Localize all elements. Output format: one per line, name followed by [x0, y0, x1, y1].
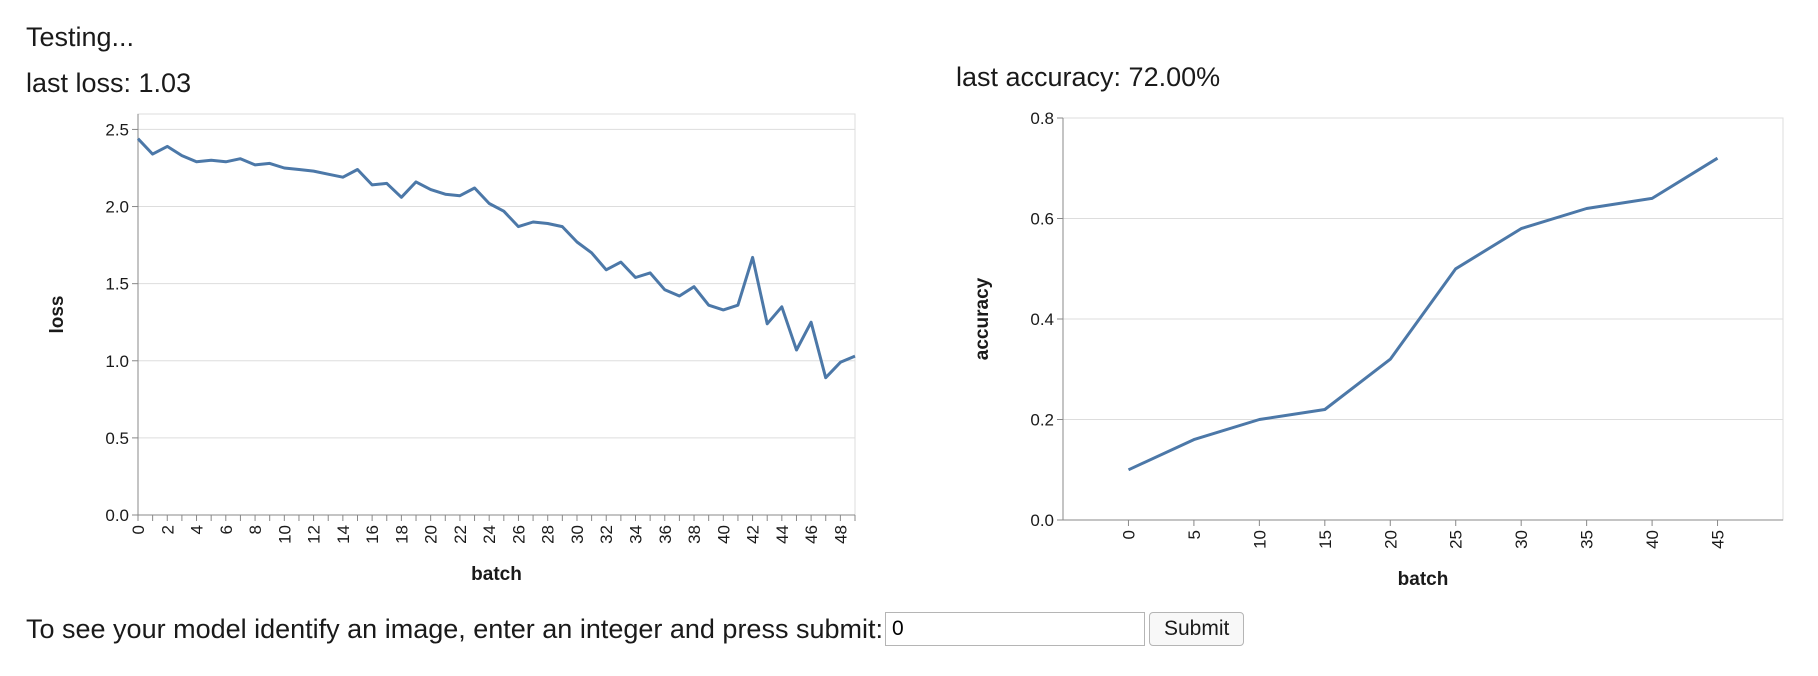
loss-x-tick-label: 28 [539, 525, 558, 544]
loss-x-tick-label: 40 [714, 525, 733, 544]
predict-form: To see your model identify an image, ent… [26, 612, 1245, 646]
accuracy-y-tick-label: 0.8 [1030, 109, 1054, 128]
image-index-input[interactable] [884, 612, 1145, 646]
loss-x-tick-label: 24 [480, 525, 499, 544]
loss-x-tick-label: 38 [685, 525, 704, 544]
loss-y-tick-label: 0.5 [105, 429, 129, 448]
loss-x-tick-label: 30 [568, 525, 587, 544]
loss-x-tick-label: 44 [773, 525, 792, 544]
accuracy-y-tick-label: 0.2 [1030, 411, 1054, 430]
loss-x-axis-title: batch [471, 564, 522, 585]
accuracy-x-tick-label: 25 [1447, 530, 1466, 549]
accuracy-x-tick-label: 30 [1512, 530, 1531, 549]
accuracy-x-tick-label: 45 [1709, 530, 1728, 549]
accuracy-x-tick-label: 15 [1316, 530, 1335, 549]
loss-x-tick-label: 34 [627, 525, 646, 544]
loss-x-tick-label: 46 [802, 525, 821, 544]
accuracy-x-axis-title: batch [1398, 569, 1449, 590]
loss-x-tick-label: 2 [158, 525, 177, 534]
loss-x-tick-label: 26 [509, 525, 528, 544]
loss-x-tick-label: 6 [217, 525, 236, 534]
loss-x-tick-label: 36 [656, 525, 675, 544]
loss-x-tick-label: 4 [188, 525, 207, 534]
accuracy-x-tick-label: 10 [1250, 530, 1269, 549]
loss-chart: 0.00.51.01.52.02.50 2 4 6 8 10 12 14 16 18 20 22 24 2… [47, 113, 856, 585]
loss-y-tick-label: 1.5 [105, 275, 129, 294]
status-text: Testing... [26, 22, 135, 52]
loss-x-tick-label: 18 [392, 525, 411, 544]
accuracy-y-tick-label: 0.4 [1030, 310, 1054, 329]
loss-x-tick-label: 22 [451, 525, 470, 544]
accuracy-y-tick-label: 0.0 [1030, 511, 1054, 530]
loss-x-tick-label: 10 [275, 525, 294, 544]
predict-prompt: To see your model identify an image, ent… [26, 613, 883, 644]
loss-x-tick-label: 12 [305, 525, 324, 544]
loss-y-tick-label: 2.0 [105, 198, 129, 217]
accuracy-y-axis-title: accuracy [972, 277, 993, 360]
loss-x-tick-label: 42 [744, 525, 763, 544]
accuracy-x-tick-label: 0 [1119, 530, 1138, 539]
accuracy-x-tick-label: 35 [1578, 530, 1597, 549]
accuracy-chart: 0.0 0.2 0.4 0.6 0.8 0 5 10 15 20 25 30 35 40 45 batch ac… [972, 109, 1784, 590]
loss-x-tick-label: 48 [831, 525, 850, 544]
loss-y-tick-label: 1.0 [105, 352, 129, 371]
loss-series-line [136, 137, 856, 380]
accuracy-x-tick-label: 5 [1185, 530, 1204, 539]
loss-y-tick-label: 0.0 [105, 506, 129, 525]
loss-x-tick-label: 20 [422, 525, 441, 544]
loss-x-tick-label: 0 [129, 525, 148, 534]
loss-y-axis-title: loss [47, 295, 68, 333]
loss-x-tick-label: 32 [597, 525, 616, 544]
last-loss-readout: last loss: 1.03 [26, 68, 192, 98]
loss-y-tick-label: 2.5 [105, 120, 129, 139]
loss-x-tick-label: 16 [363, 525, 382, 544]
last-accuracy-readout: last accuracy: 72.00% [956, 62, 1221, 92]
accuracy-x-tick-label: 20 [1381, 530, 1400, 549]
accuracy-series-line [1127, 156, 1719, 472]
accuracy-x-tick-label: 40 [1643, 530, 1662, 549]
accuracy-y-tick-label: 0.6 [1030, 210, 1054, 229]
loss-x-tick-label: 14 [334, 525, 353, 544]
loss-x-tick-label: 8 [246, 525, 265, 534]
submit-button[interactable]: Submit [1148, 612, 1245, 646]
